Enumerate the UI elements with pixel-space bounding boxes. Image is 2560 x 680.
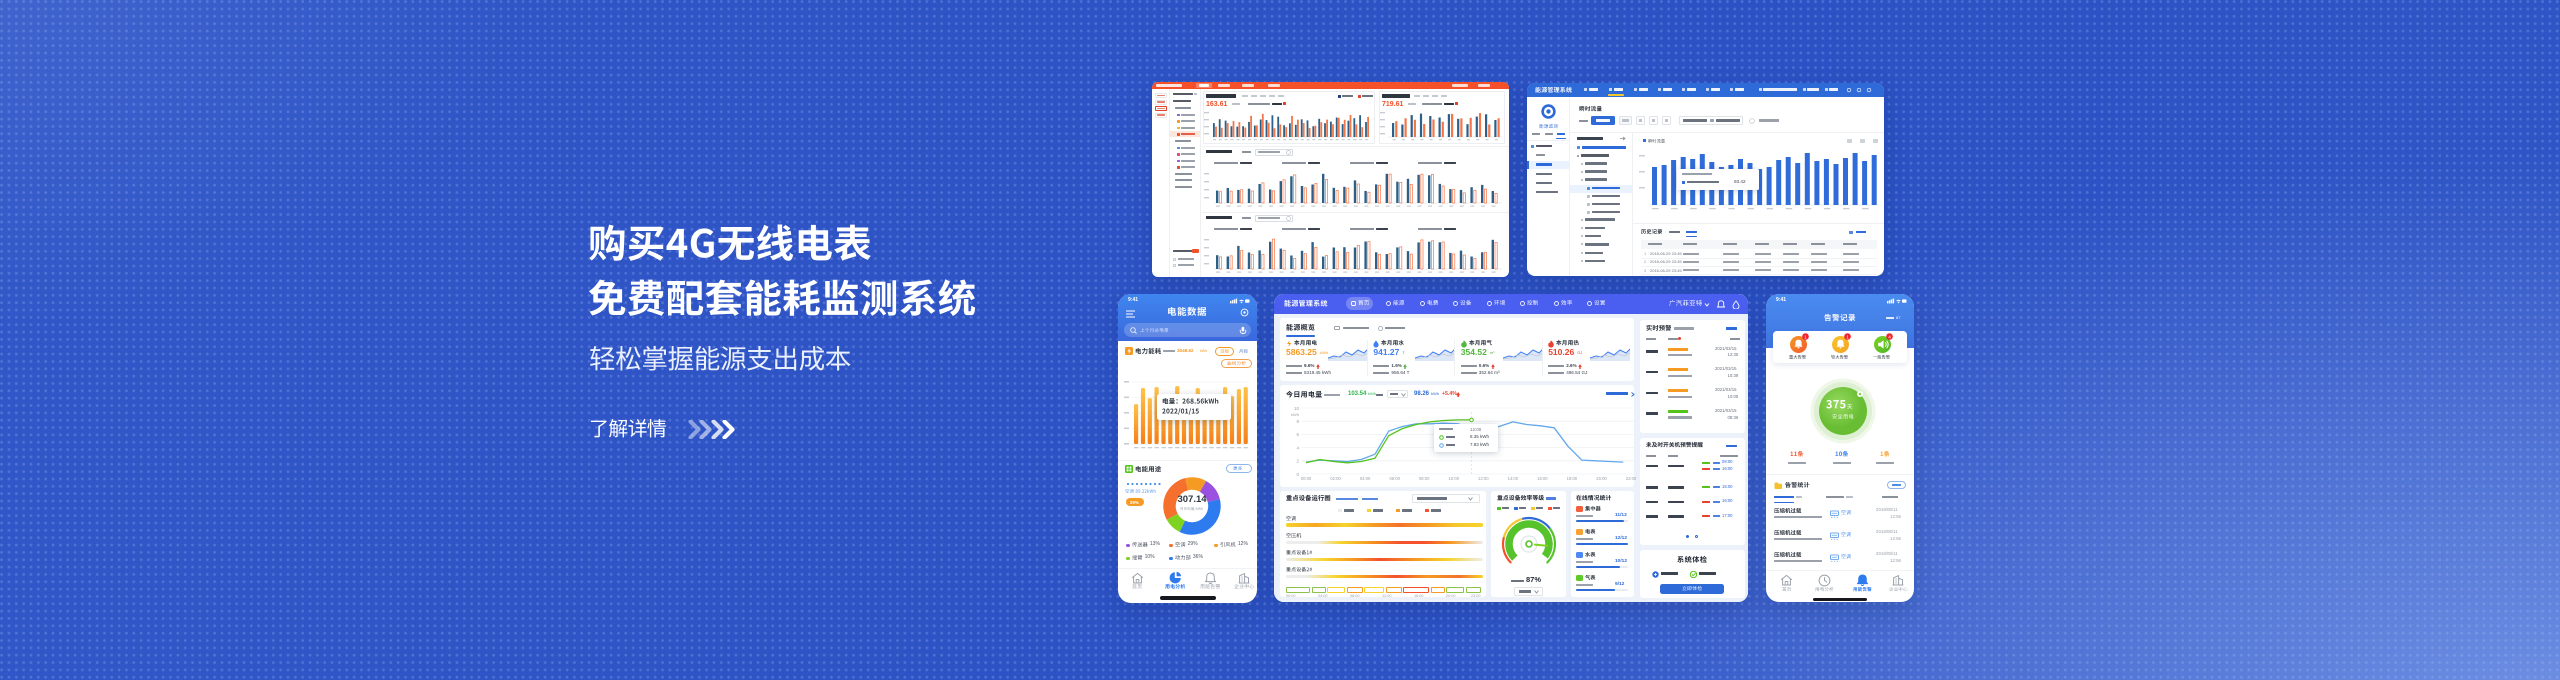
svg-text:02:00: 02:00	[1330, 476, 1341, 481]
svg-text:2: 2	[1296, 459, 1299, 464]
svg-text:14:00: 14:00	[1508, 476, 1519, 481]
svg-text:0: 0	[1296, 472, 1299, 477]
svg-text:8: 8	[1296, 419, 1299, 424]
svg-text:20:00: 20:00	[1596, 476, 1607, 481]
svg-text:10: 10	[1294, 406, 1300, 411]
svg-text:kWh: kWh	[1291, 412, 1299, 417]
svg-text:06:00: 06:00	[1389, 476, 1400, 481]
svg-text:1: 1	[1804, 334, 1807, 339]
svg-text:00:00: 00:00	[1301, 476, 1312, 481]
svg-text:12:00: 12:00	[1478, 476, 1489, 481]
svg-text:1: 1	[1846, 334, 1849, 339]
svg-text:6: 6	[1296, 432, 1299, 437]
svg-text:18:00: 18:00	[1567, 476, 1578, 481]
svg-text:10:00: 10:00	[1449, 476, 1460, 481]
svg-text:08:00: 08:00	[1419, 476, 1430, 481]
svg-text:04:00: 04:00	[1360, 476, 1371, 481]
svg-text:4: 4	[1296, 445, 1299, 450]
svg-text:16:00: 16:00	[1537, 476, 1548, 481]
svg-text:4: 4	[1888, 334, 1891, 339]
svg-text:23:00: 23:00	[1626, 476, 1637, 481]
